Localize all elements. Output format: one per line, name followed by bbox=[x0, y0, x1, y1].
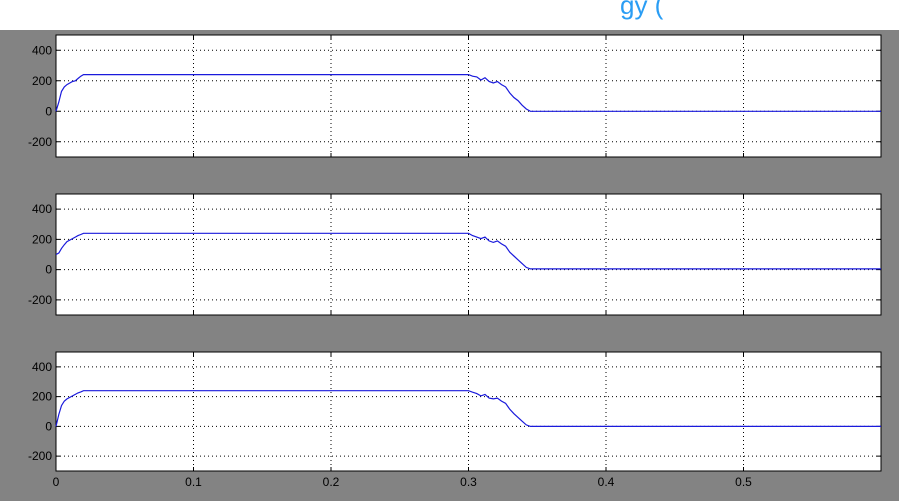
y-tick-label: 400 bbox=[32, 43, 52, 57]
y-tick-label: -200 bbox=[28, 449, 52, 463]
x-tick-label: 0.4 bbox=[598, 475, 615, 489]
y-tick-label: 200 bbox=[32, 74, 52, 88]
y-tick-label: 400 bbox=[32, 202, 52, 216]
x-tick-label: 0 bbox=[53, 475, 60, 489]
y-tick-label: 200 bbox=[32, 390, 52, 404]
scope-panel-2: -200 0 200 400 bbox=[28, 193, 882, 316]
x-tick-label: 0.5 bbox=[735, 475, 752, 489]
y-tick-label: -200 bbox=[28, 135, 52, 149]
scope-panel-1: -200 0 200 400 bbox=[28, 34, 882, 158]
y-tick-label: 0 bbox=[45, 419, 52, 433]
y-tick-label: 0 bbox=[45, 104, 52, 118]
x-tick-label: 0.1 bbox=[185, 475, 202, 489]
signal-line-1 bbox=[55, 390, 881, 427]
y-tick-label: 200 bbox=[32, 232, 52, 246]
title-strip bbox=[0, 0, 899, 30]
signal-line-1 bbox=[55, 232, 881, 270]
title-fragment-text: gy ( bbox=[620, 0, 664, 20]
y-tick-label: 0 bbox=[45, 263, 52, 277]
axes-frame bbox=[55, 34, 882, 158]
y-tick-label: -200 bbox=[28, 293, 52, 307]
x-tick-label: 0.2 bbox=[323, 475, 340, 489]
y-tick-label: 400 bbox=[32, 360, 52, 374]
x-tick-label: 0.3 bbox=[460, 475, 477, 489]
axes-background bbox=[56, 352, 881, 471]
axes-frame bbox=[55, 351, 882, 472]
signal-line-1 bbox=[55, 73, 881, 112]
